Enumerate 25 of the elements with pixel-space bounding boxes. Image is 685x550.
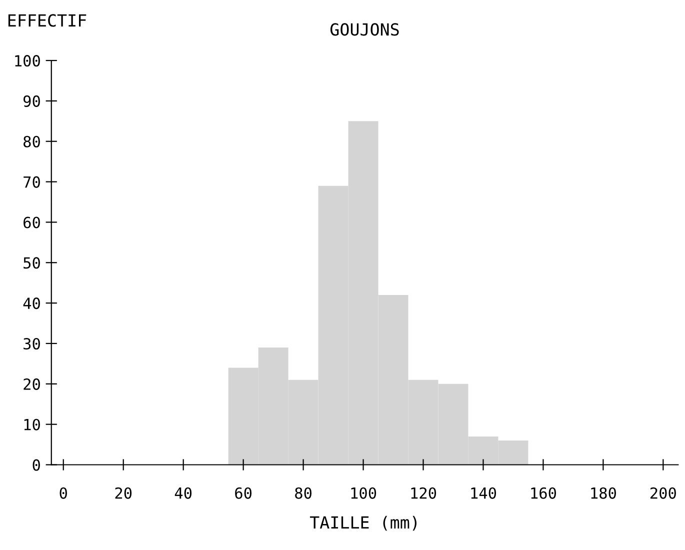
y-tick-label: 10 bbox=[24, 418, 40, 430]
x-tick-label: 180 bbox=[591, 487, 616, 499]
y-tick-label: 100 bbox=[15, 55, 40, 67]
y-axis-title: EFFECTIF bbox=[8, 14, 86, 27]
x-tick-label: 200 bbox=[650, 487, 676, 499]
y-tick-label: 30 bbox=[24, 338, 40, 350]
x-tick-label: 0 bbox=[60, 487, 67, 499]
x-tick-label: 40 bbox=[174, 487, 192, 499]
y-tick-label: 40 bbox=[23, 298, 40, 310]
x-tick-label: 80 bbox=[295, 487, 312, 499]
y-tick-label: 60 bbox=[24, 216, 40, 228]
x-tick-label: 20 bbox=[115, 487, 132, 499]
y-tick-label: 70 bbox=[24, 176, 40, 188]
x-tick-label: 160 bbox=[531, 487, 556, 499]
x-tick-label: 120 bbox=[411, 487, 436, 499]
y-tick-label: 90 bbox=[24, 95, 40, 107]
x-tick-label: 60 bbox=[235, 487, 252, 499]
x-tick-label: 140 bbox=[471, 487, 496, 499]
x-tick-label: 100 bbox=[351, 487, 376, 499]
y-tick-label: 80 bbox=[24, 136, 40, 148]
y-tick-label: 0 bbox=[32, 459, 40, 471]
chart-title: GOUJONS bbox=[330, 23, 399, 36]
y-tick-label: 20 bbox=[24, 378, 40, 390]
y-tick-label: 50 bbox=[24, 257, 40, 269]
x-axis-title: TAILLE (mm) bbox=[310, 516, 416, 531]
